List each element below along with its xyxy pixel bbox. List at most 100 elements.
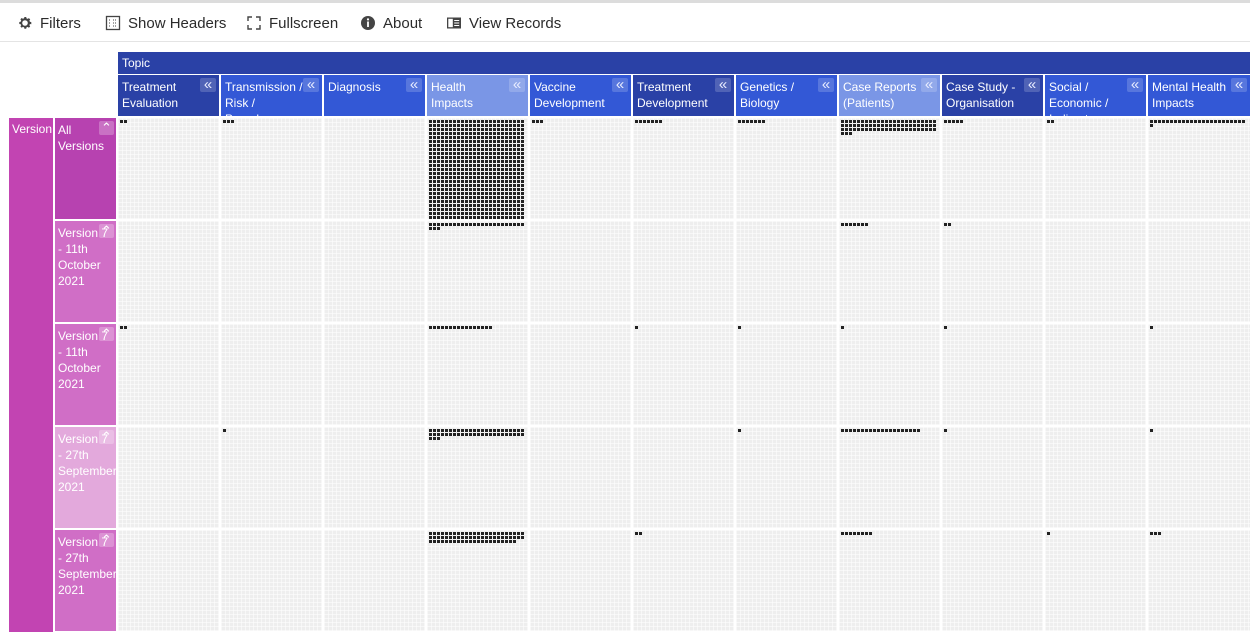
record-marker[interactable] (521, 200, 524, 203)
record-marker[interactable] (517, 180, 520, 183)
record-marker[interactable] (505, 160, 508, 163)
record-marker[interactable] (501, 192, 504, 195)
record-marker[interactable] (505, 172, 508, 175)
record-marker[interactable] (485, 208, 488, 211)
record-marker[interactable] (465, 156, 468, 159)
record-marker[interactable] (429, 156, 432, 159)
record-marker[interactable] (493, 156, 496, 159)
record-marker[interactable] (501, 433, 504, 436)
record-marker[interactable] (465, 136, 468, 139)
record-marker[interactable] (445, 188, 448, 191)
record-marker[interactable] (493, 176, 496, 179)
record-marker[interactable] (429, 227, 432, 230)
record-marker[interactable] (445, 212, 448, 215)
column-header[interactable]: Mental Health Impacts « (1148, 75, 1250, 116)
record-marker[interactable] (445, 180, 448, 183)
record-marker[interactable] (513, 212, 516, 215)
record-marker[interactable] (489, 540, 492, 543)
record-marker[interactable] (465, 196, 468, 199)
record-marker[interactable] (489, 433, 492, 436)
record-marker[interactable] (473, 184, 476, 187)
record-marker[interactable] (501, 164, 504, 167)
record-marker[interactable] (441, 132, 444, 135)
record-marker[interactable] (521, 429, 524, 432)
record-marker[interactable] (429, 144, 432, 147)
record-marker[interactable] (845, 120, 848, 123)
record-marker[interactable] (453, 148, 456, 151)
collapse-column-icon[interactable]: « (818, 77, 834, 92)
record-marker[interactable] (905, 124, 908, 127)
record-marker[interactable] (517, 212, 520, 215)
record-marker[interactable] (457, 216, 460, 219)
record-marker[interactable] (513, 160, 516, 163)
record-marker[interactable] (473, 148, 476, 151)
record-marker[interactable] (481, 192, 484, 195)
grid-cell[interactable] (118, 324, 219, 425)
record-marker[interactable] (909, 124, 912, 127)
record-marker[interactable] (738, 326, 741, 329)
record-marker[interactable] (521, 156, 524, 159)
record-marker[interactable] (501, 148, 504, 151)
record-marker[interactable] (473, 164, 476, 167)
record-marker[interactable] (481, 152, 484, 155)
record-marker[interactable] (445, 148, 448, 151)
record-marker[interactable] (509, 536, 512, 539)
record-marker[interactable] (493, 180, 496, 183)
record-marker[interactable] (517, 156, 520, 159)
record-marker[interactable] (449, 204, 452, 207)
grid-cell[interactable] (221, 427, 322, 528)
grid-cell[interactable] (530, 118, 631, 219)
record-marker[interactable] (489, 128, 492, 131)
record-marker[interactable] (509, 429, 512, 432)
record-marker[interactable] (493, 208, 496, 211)
record-marker[interactable] (857, 223, 860, 226)
record-marker[interactable] (469, 180, 472, 183)
record-marker[interactable] (513, 164, 516, 167)
record-marker[interactable] (540, 120, 543, 123)
record-marker[interactable] (505, 152, 508, 155)
record-marker[interactable] (865, 120, 868, 123)
record-marker[interactable] (120, 326, 123, 329)
record-marker[interactable] (485, 168, 488, 171)
record-marker[interactable] (473, 540, 476, 543)
record-marker[interactable] (509, 136, 512, 139)
record-marker[interactable] (1150, 120, 1153, 123)
record-marker[interactable] (477, 124, 480, 127)
record-marker[interactable] (635, 120, 638, 123)
record-marker[interactable] (429, 204, 432, 207)
record-marker[interactable] (509, 433, 512, 436)
record-marker[interactable] (517, 433, 520, 436)
record-marker[interactable] (489, 204, 492, 207)
record-marker[interactable] (643, 120, 646, 123)
record-marker[interactable] (433, 429, 436, 432)
grid-cell[interactable] (736, 324, 837, 425)
record-marker[interactable] (517, 429, 520, 432)
record-marker[interactable] (861, 532, 864, 535)
record-marker[interactable] (429, 164, 432, 167)
record-marker[interactable] (505, 136, 508, 139)
record-marker[interactable] (453, 188, 456, 191)
record-marker[interactable] (437, 164, 440, 167)
record-marker[interactable] (437, 192, 440, 195)
record-marker[interactable] (441, 212, 444, 215)
record-marker[interactable] (461, 212, 464, 215)
record-marker[interactable] (449, 156, 452, 159)
record-marker[interactable] (853, 223, 856, 226)
record-marker[interactable] (913, 120, 916, 123)
record-marker[interactable] (497, 144, 500, 147)
record-marker[interactable] (513, 200, 516, 203)
record-marker[interactable] (497, 164, 500, 167)
grid-cell[interactable] (633, 118, 734, 219)
record-marker[interactable] (477, 160, 480, 163)
record-marker[interactable] (481, 180, 484, 183)
grid-cell[interactable] (1148, 324, 1250, 425)
record-marker[interactable] (433, 188, 436, 191)
record-marker[interactable] (453, 200, 456, 203)
record-marker[interactable] (485, 429, 488, 432)
record-marker[interactable] (493, 148, 496, 151)
record-marker[interactable] (493, 429, 496, 432)
grid-cell[interactable] (427, 324, 528, 425)
record-marker[interactable] (433, 132, 436, 135)
record-marker[interactable] (513, 140, 516, 143)
record-marker[interactable] (1210, 120, 1213, 123)
